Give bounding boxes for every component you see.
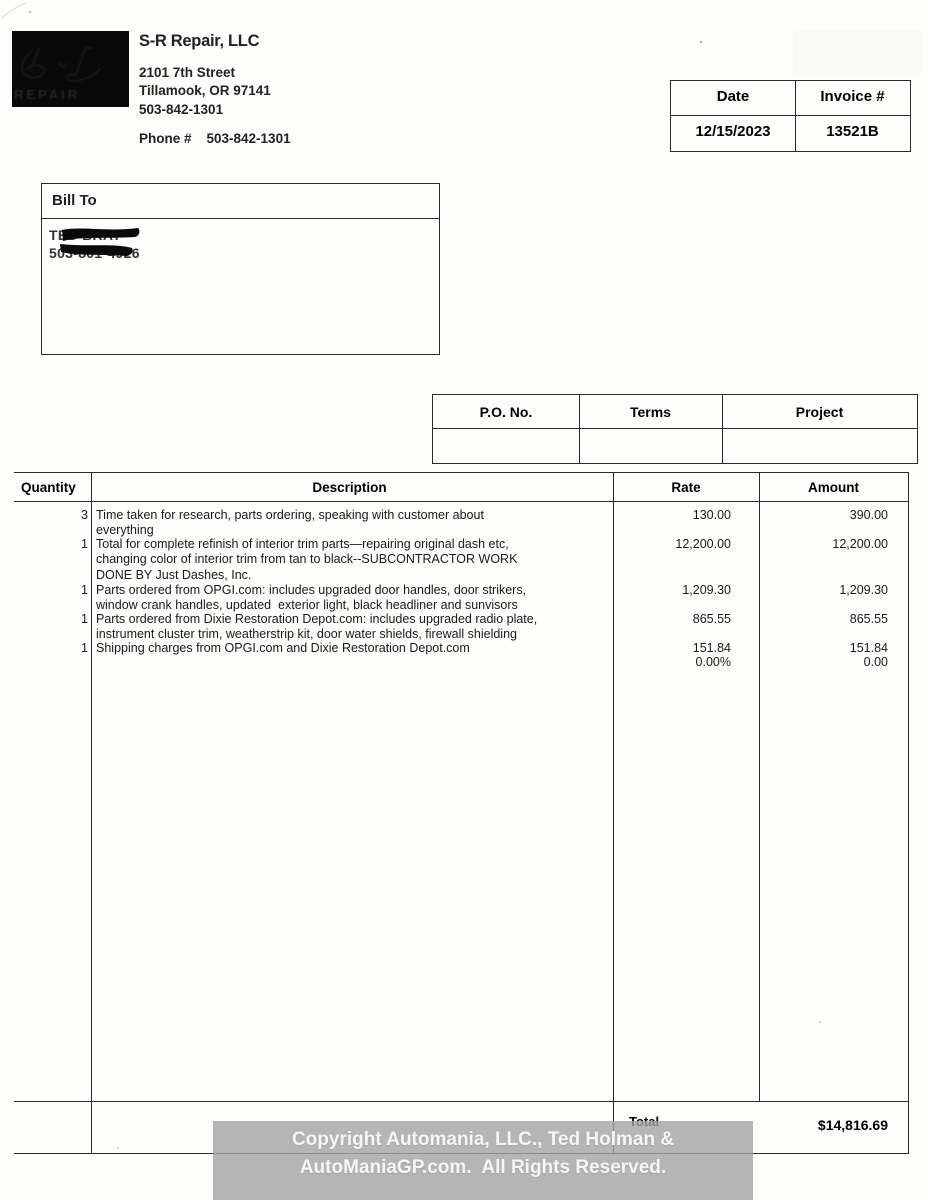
svg-text:REPAIR: REPAIR <box>14 87 80 102</box>
